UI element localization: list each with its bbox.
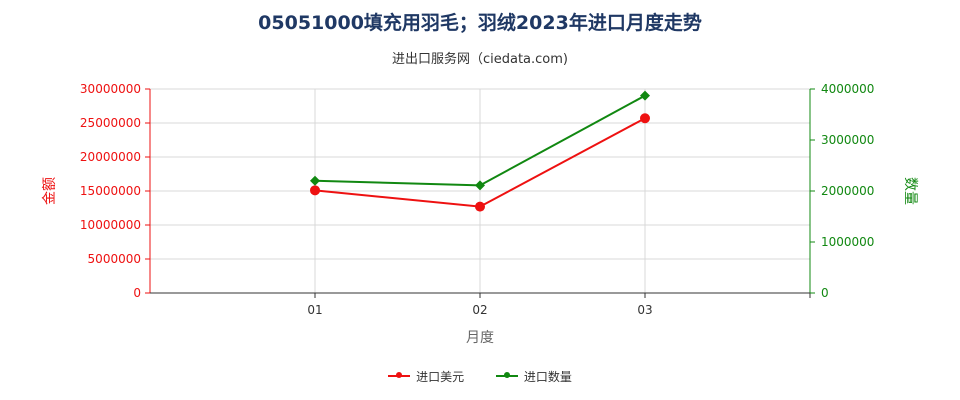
- left-axis-tick-label: 20000000: [80, 150, 141, 164]
- right-axis-tick-label: 4000000: [821, 82, 874, 96]
- chart-title: 05051000填充用羽毛；羽绒2023年进口月度走势: [258, 12, 702, 34]
- left-axis-label: 金额: [42, 177, 58, 205]
- left-axis-tick-label: 15000000: [80, 184, 141, 198]
- x-axis-label: 月度: [466, 330, 494, 346]
- right-axis-label: 数量: [902, 177, 918, 205]
- legend-label-import-usd: 进口美元: [416, 369, 465, 384]
- legend-label-import-quantity: 进口数量: [523, 369, 572, 384]
- series-1-point: [475, 180, 485, 191]
- series-0-point: [475, 201, 485, 212]
- left-axis-tick-label: 30000000: [80, 82, 141, 96]
- left-axis-tick-label: 0: [133, 286, 141, 300]
- legend-item-import-quantity[interactable]: 进口数量: [495, 368, 572, 385]
- right-axis-tick-label: 2000000: [821, 184, 874, 198]
- left-axis-tick-label: 5000000: [88, 252, 141, 266]
- legend-swatch-import-quantity: [495, 372, 518, 378]
- chart-subtitle: 进出口服务网（ciedata.com): [391, 52, 568, 67]
- legend-swatch-import-usd: [388, 372, 411, 378]
- x-axis-tick-label: 01: [307, 303, 322, 317]
- x-axis-tick-label: 02: [472, 303, 487, 317]
- right-axis-tick-label: 3000000: [821, 133, 874, 147]
- x-axis-tick-label: 03: [637, 303, 652, 317]
- series-0-point: [640, 113, 650, 124]
- right-axis-tick-label: 1000000: [821, 235, 874, 249]
- left-axis-tick-label: 10000000: [80, 218, 141, 232]
- legend-item-import-usd[interactable]: 进口美元: [388, 368, 464, 385]
- series-1-point: [640, 90, 650, 101]
- series-0-point: [310, 185, 320, 196]
- series-1-point: [310, 175, 320, 186]
- left-axis-tick-label: 25000000: [80, 116, 141, 130]
- right-axis-tick-label: 0: [821, 286, 829, 300]
- chart-legend: 进口美元 进口数量: [0, 366, 960, 385]
